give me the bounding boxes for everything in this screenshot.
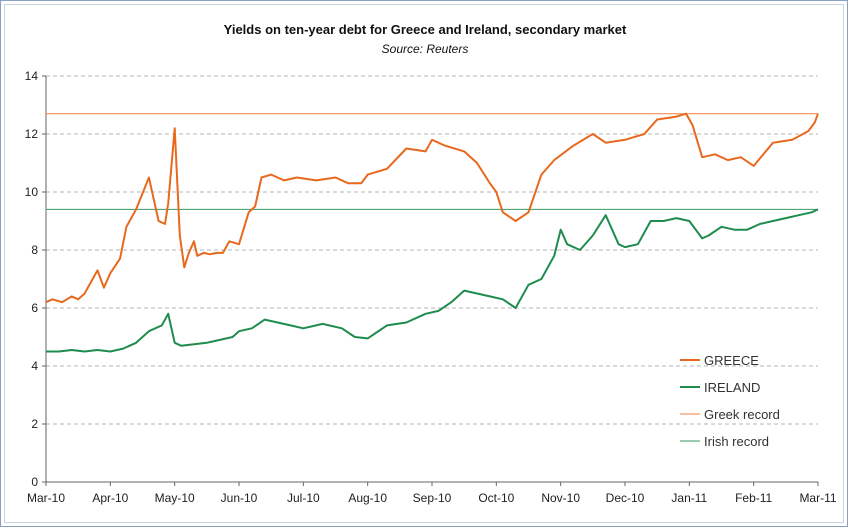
x-tick-label-Mar-11: Mar-11 [799,491,836,505]
x-tick-label-Oct-10: Oct-10 [478,491,514,505]
y-tick-label-10: 10 [25,185,39,199]
x-tick-label-Apr-10: Apr-10 [92,491,128,505]
y-tick-label-2: 2 [31,417,38,431]
series-line-ireland [46,208,819,353]
x-tick-label-Jun-10: Jun-10 [221,491,258,505]
legend-label-greek-record: Greek record [704,407,780,422]
x-tick-label-Feb-11: Feb-11 [735,491,772,505]
y-tick-label-8: 8 [31,243,38,257]
x-tick-label-Sep-10: Sep-10 [413,491,452,505]
y-tick-label-12: 12 [25,127,39,141]
chart-subtitle: Source: Reuters [381,42,469,56]
legend-label-irish-record: Irish record [704,434,769,449]
legend-label-ireland: IRELAND [704,380,760,395]
x-tick-label-Jan-11: Jan-11 [671,491,707,505]
x-tick-label-Aug-10: Aug-10 [348,491,387,505]
legend-label-greece: GREECE [704,353,759,368]
chart-inner-border [4,4,844,523]
x-tick-label-Jul-10: Jul-10 [287,491,320,505]
y-tick-label-14: 14 [25,69,39,83]
series-line-greece [45,112,819,304]
y-tick-label-4: 4 [31,359,38,373]
y-tick-label-0: 0 [31,475,38,489]
x-tick-label-Dec-10: Dec-10 [606,491,645,505]
x-tick-label-Mar-10: Mar-10 [27,491,65,505]
chart-title: Yields on ten-year debt for Greece and I… [223,22,627,37]
x-tick-label-May-10: May-10 [155,491,195,505]
x-tick-label-Nov-10: Nov-10 [541,491,580,505]
y-tick-label-6: 6 [31,301,38,315]
